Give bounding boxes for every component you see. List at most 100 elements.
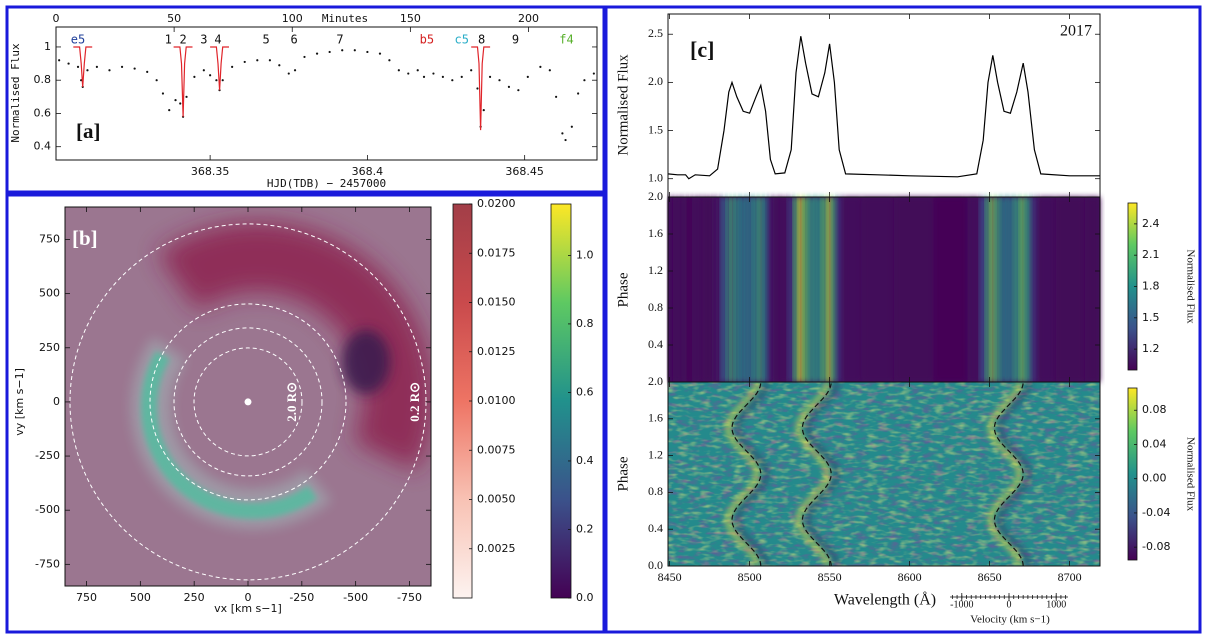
y-tick-label: -500	[35, 503, 60, 516]
y-tick-label: 250	[39, 341, 60, 354]
data-point	[397, 69, 400, 72]
velocity-tick-label: 1000	[1046, 599, 1066, 610]
eclipse-label: 8	[478, 33, 485, 47]
colorbar-tick-label: 0.0200	[477, 197, 516, 210]
heatmap-column	[967, 197, 980, 382]
heatmap-column	[798, 197, 804, 382]
y-tick-label: 0	[53, 395, 60, 408]
x2-tick-label: 150	[400, 12, 421, 25]
data-point	[517, 89, 520, 92]
data-point	[476, 87, 479, 90]
x-axis-label: HJD(TDB) − 2457000	[267, 177, 386, 190]
heatmap-column	[1084, 197, 1100, 382]
colorbar-tick-label: 0.0125	[477, 345, 516, 358]
roche-circle	[173, 327, 323, 477]
heatmap-column	[793, 197, 799, 382]
heatmap-column	[726, 197, 731, 382]
x2-axis-label: Minutes	[322, 12, 368, 25]
colorbar-tick-label: 1.0	[576, 248, 594, 261]
eclipse-label: e5	[71, 33, 85, 47]
colorbar-tick-label: 0.2	[576, 522, 594, 535]
x-tick-label: -500	[343, 591, 368, 604]
data-point	[539, 65, 542, 68]
heatmap-column	[730, 197, 735, 382]
heatmap-column	[995, 197, 1001, 382]
white-dwarf	[244, 398, 252, 406]
heatmap-column	[734, 197, 740, 382]
velocity-tick-label: 0	[1007, 599, 1012, 610]
s-wave-fit	[993, 382, 1024, 566]
data-point	[185, 95, 188, 98]
y-tick-label: 1.2	[648, 263, 663, 277]
heatmap-column	[893, 197, 934, 382]
noise-dark	[668, 382, 1100, 566]
data-point	[231, 65, 234, 68]
eclipse-label: f4	[559, 33, 573, 47]
data-point	[470, 69, 473, 72]
data-point	[256, 59, 259, 62]
model-curve	[73, 46, 491, 131]
colorbar	[550, 203, 572, 599]
s-wave-bright	[987, 382, 1023, 566]
colorbar-tick-label: 0.0050	[477, 493, 516, 506]
heatmap-column	[821, 197, 828, 382]
data-point	[108, 69, 111, 72]
roche-circle	[149, 303, 347, 501]
colorbar-tick-label: 0.0100	[477, 394, 516, 407]
panel-a-border	[5, 5, 606, 194]
x-tick-label: 750	[76, 591, 97, 604]
colorbar-tick-label: 0.0075	[477, 443, 516, 456]
heatmap-column	[713, 197, 721, 382]
y-tick-label: 0.8	[34, 73, 52, 86]
s-wave-fit	[731, 382, 762, 566]
data-point	[303, 55, 306, 59]
heatmap-column	[746, 197, 753, 382]
heatmap-column	[720, 197, 727, 382]
dark-spot	[342, 329, 390, 394]
heatmap-column	[668, 197, 673, 382]
heatmap-column	[740, 197, 747, 382]
data-point	[58, 59, 61, 62]
data-point	[120, 65, 124, 68]
colorbar-tick-label: 1.8	[1142, 280, 1160, 293]
s-wave-fit	[801, 382, 832, 566]
data-point	[482, 109, 485, 112]
colorbar-tick-label: 0.00	[1142, 472, 1167, 485]
disc-ring	[141, 350, 318, 519]
data-point	[278, 64, 281, 67]
data-point	[179, 102, 182, 105]
year-label: 2017	[1060, 23, 1092, 40]
y-axis-label: vy [km s−1]	[13, 368, 26, 436]
y-tick-label: 0.8	[648, 484, 663, 498]
colorbar-tick-label: -0.04	[1142, 506, 1170, 519]
x-tick-label: 8600	[898, 570, 922, 584]
plot-frame-c-top	[667, 13, 1101, 198]
plot-frame-c-bottom	[667, 381, 1101, 567]
heatmap-column	[692, 197, 703, 382]
x-tick-label: 368.4	[352, 165, 384, 178]
data-point	[388, 59, 391, 62]
s-wave-dark	[805, 382, 840, 566]
data-point	[268, 59, 271, 62]
panel-label: [a]	[76, 119, 101, 143]
s-wave-bright	[724, 382, 760, 566]
data-point	[209, 74, 212, 77]
data-point	[416, 69, 419, 72]
y-tick-label: 1.2	[648, 447, 663, 461]
data-point	[507, 85, 511, 88]
data-point	[86, 69, 89, 72]
heatmap-column	[752, 197, 759, 382]
data-point	[67, 62, 70, 65]
heatmap-column	[702, 197, 714, 382]
eclipse-label: 6	[290, 33, 297, 47]
heatmap-column	[672, 197, 682, 382]
data-point	[315, 52, 319, 55]
heatmap-column	[1007, 197, 1014, 382]
radius-label: 2.0 R⊙	[284, 382, 299, 422]
y-tick-label: 500	[39, 287, 60, 300]
data-point	[221, 79, 224, 82]
x-tick-label: 0	[245, 591, 252, 604]
y-tick-label: 0.4	[648, 521, 663, 535]
colorbar-tick-label: 1.5	[1142, 311, 1160, 324]
